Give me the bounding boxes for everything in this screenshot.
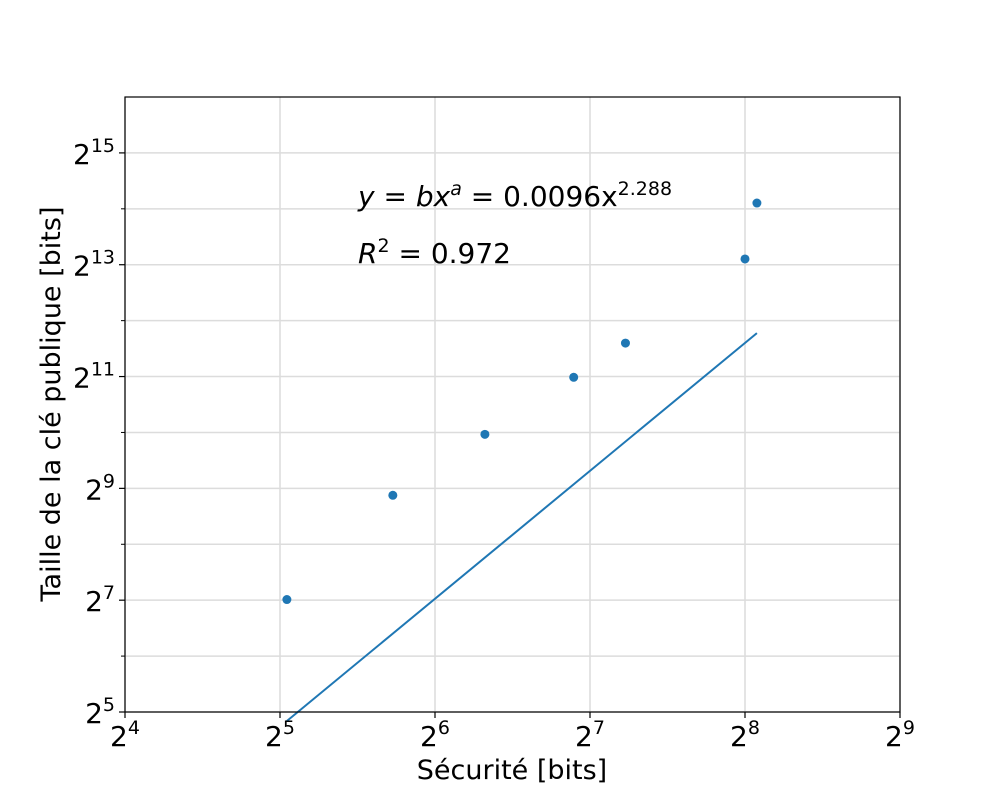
data-point <box>740 254 750 264</box>
points-layer <box>282 198 762 605</box>
data-point <box>282 595 292 605</box>
fit-layer <box>286 332 758 722</box>
r-squared-label: R2 = 0.972 <box>358 235 511 270</box>
data-point <box>480 429 490 439</box>
y-tick-label: 211 <box>73 359 115 395</box>
y-tick-label: 215 <box>73 135 115 171</box>
x-tick-label: 26 <box>420 717 450 753</box>
x-tick-label: 29 <box>885 717 915 753</box>
data-point <box>752 198 762 208</box>
fit-line <box>286 332 758 722</box>
x-tick-label: 27 <box>575 717 605 753</box>
fit-equation: y = bxa = 0.0096x2.288 <box>357 178 672 213</box>
y-tick-label: 29 <box>85 470 115 506</box>
y-tick-label: 27 <box>85 582 115 618</box>
x-tick-label: 24 <box>110 717 140 753</box>
data-point <box>388 490 398 500</box>
x-tick-label: 28 <box>730 717 760 753</box>
data-point <box>569 372 579 382</box>
y-axis-title: Taille de la clé publique [bits] <box>36 207 67 603</box>
data-point <box>620 338 630 348</box>
y-tick-label: 213 <box>73 247 115 283</box>
y-tick-label: 25 <box>85 694 115 730</box>
x-tick-label: 25 <box>265 717 295 753</box>
x-axis-title: Sécurité [bits] <box>417 755 607 786</box>
plot-frame <box>124 96 901 713</box>
